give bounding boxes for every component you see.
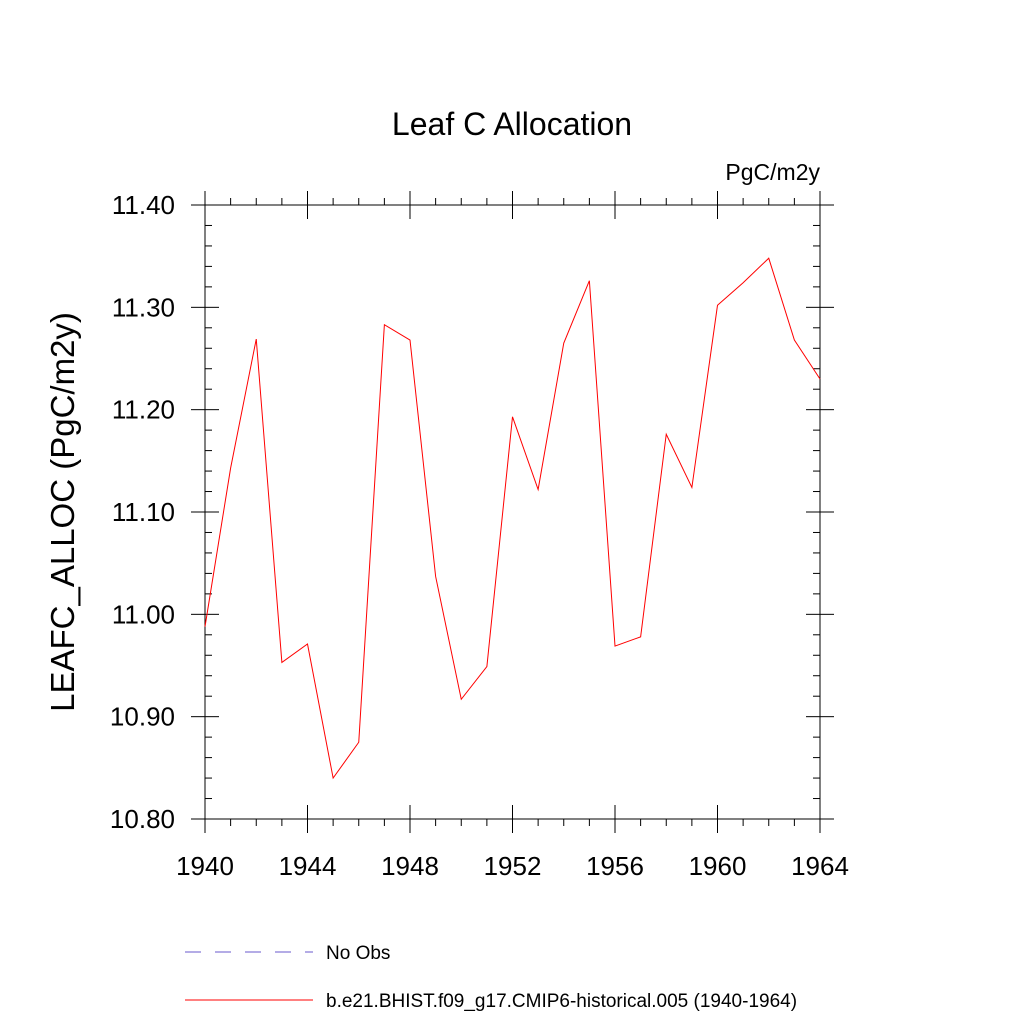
x-tick-label: 1964 bbox=[791, 851, 849, 881]
series-line bbox=[204, 257, 821, 780]
y-tick-label: 10.80 bbox=[110, 804, 175, 834]
x-tick-label: 1960 bbox=[689, 851, 747, 881]
y-tick-label: 11.20 bbox=[112, 395, 175, 425]
series-layer bbox=[204, 257, 821, 780]
axis-ticks bbox=[191, 191, 834, 833]
legend-label: No Obs bbox=[326, 943, 390, 964]
units-label: PgC/m2y bbox=[725, 159, 820, 185]
y-axis-label: LEAFC_ALLOC (PgC/m2y) bbox=[44, 312, 81, 712]
y-tick-label: 11.40 bbox=[112, 190, 175, 220]
y-tick-label: 11.30 bbox=[112, 292, 175, 322]
x-tick-label: 1952 bbox=[484, 851, 542, 881]
x-tick-label: 1944 bbox=[279, 851, 337, 881]
x-tick-label: 1940 bbox=[176, 851, 234, 881]
y-tick-label: 10.90 bbox=[110, 702, 175, 732]
tick-labels: 1940 1944 1948 1952 1956 1960 1964 10.80 10.90 11… bbox=[110, 190, 849, 881]
y-tick-label: 11.00 bbox=[112, 599, 175, 629]
chart-title: Leaf C Allocation bbox=[392, 106, 632, 142]
y-tick-label: 11.10 bbox=[112, 497, 175, 527]
legend-label: b.e21.BHIST.f09_g17.CMIP6-historical.005… bbox=[326, 991, 797, 1012]
x-tick-label: 1948 bbox=[381, 851, 439, 881]
plot-frame bbox=[204, 204, 821, 820]
x-tick-label: 1956 bbox=[586, 851, 644, 881]
legend: No Obs b.e21.BHIST.f09_g17.CMIP6-historic… bbox=[185, 943, 797, 1012]
